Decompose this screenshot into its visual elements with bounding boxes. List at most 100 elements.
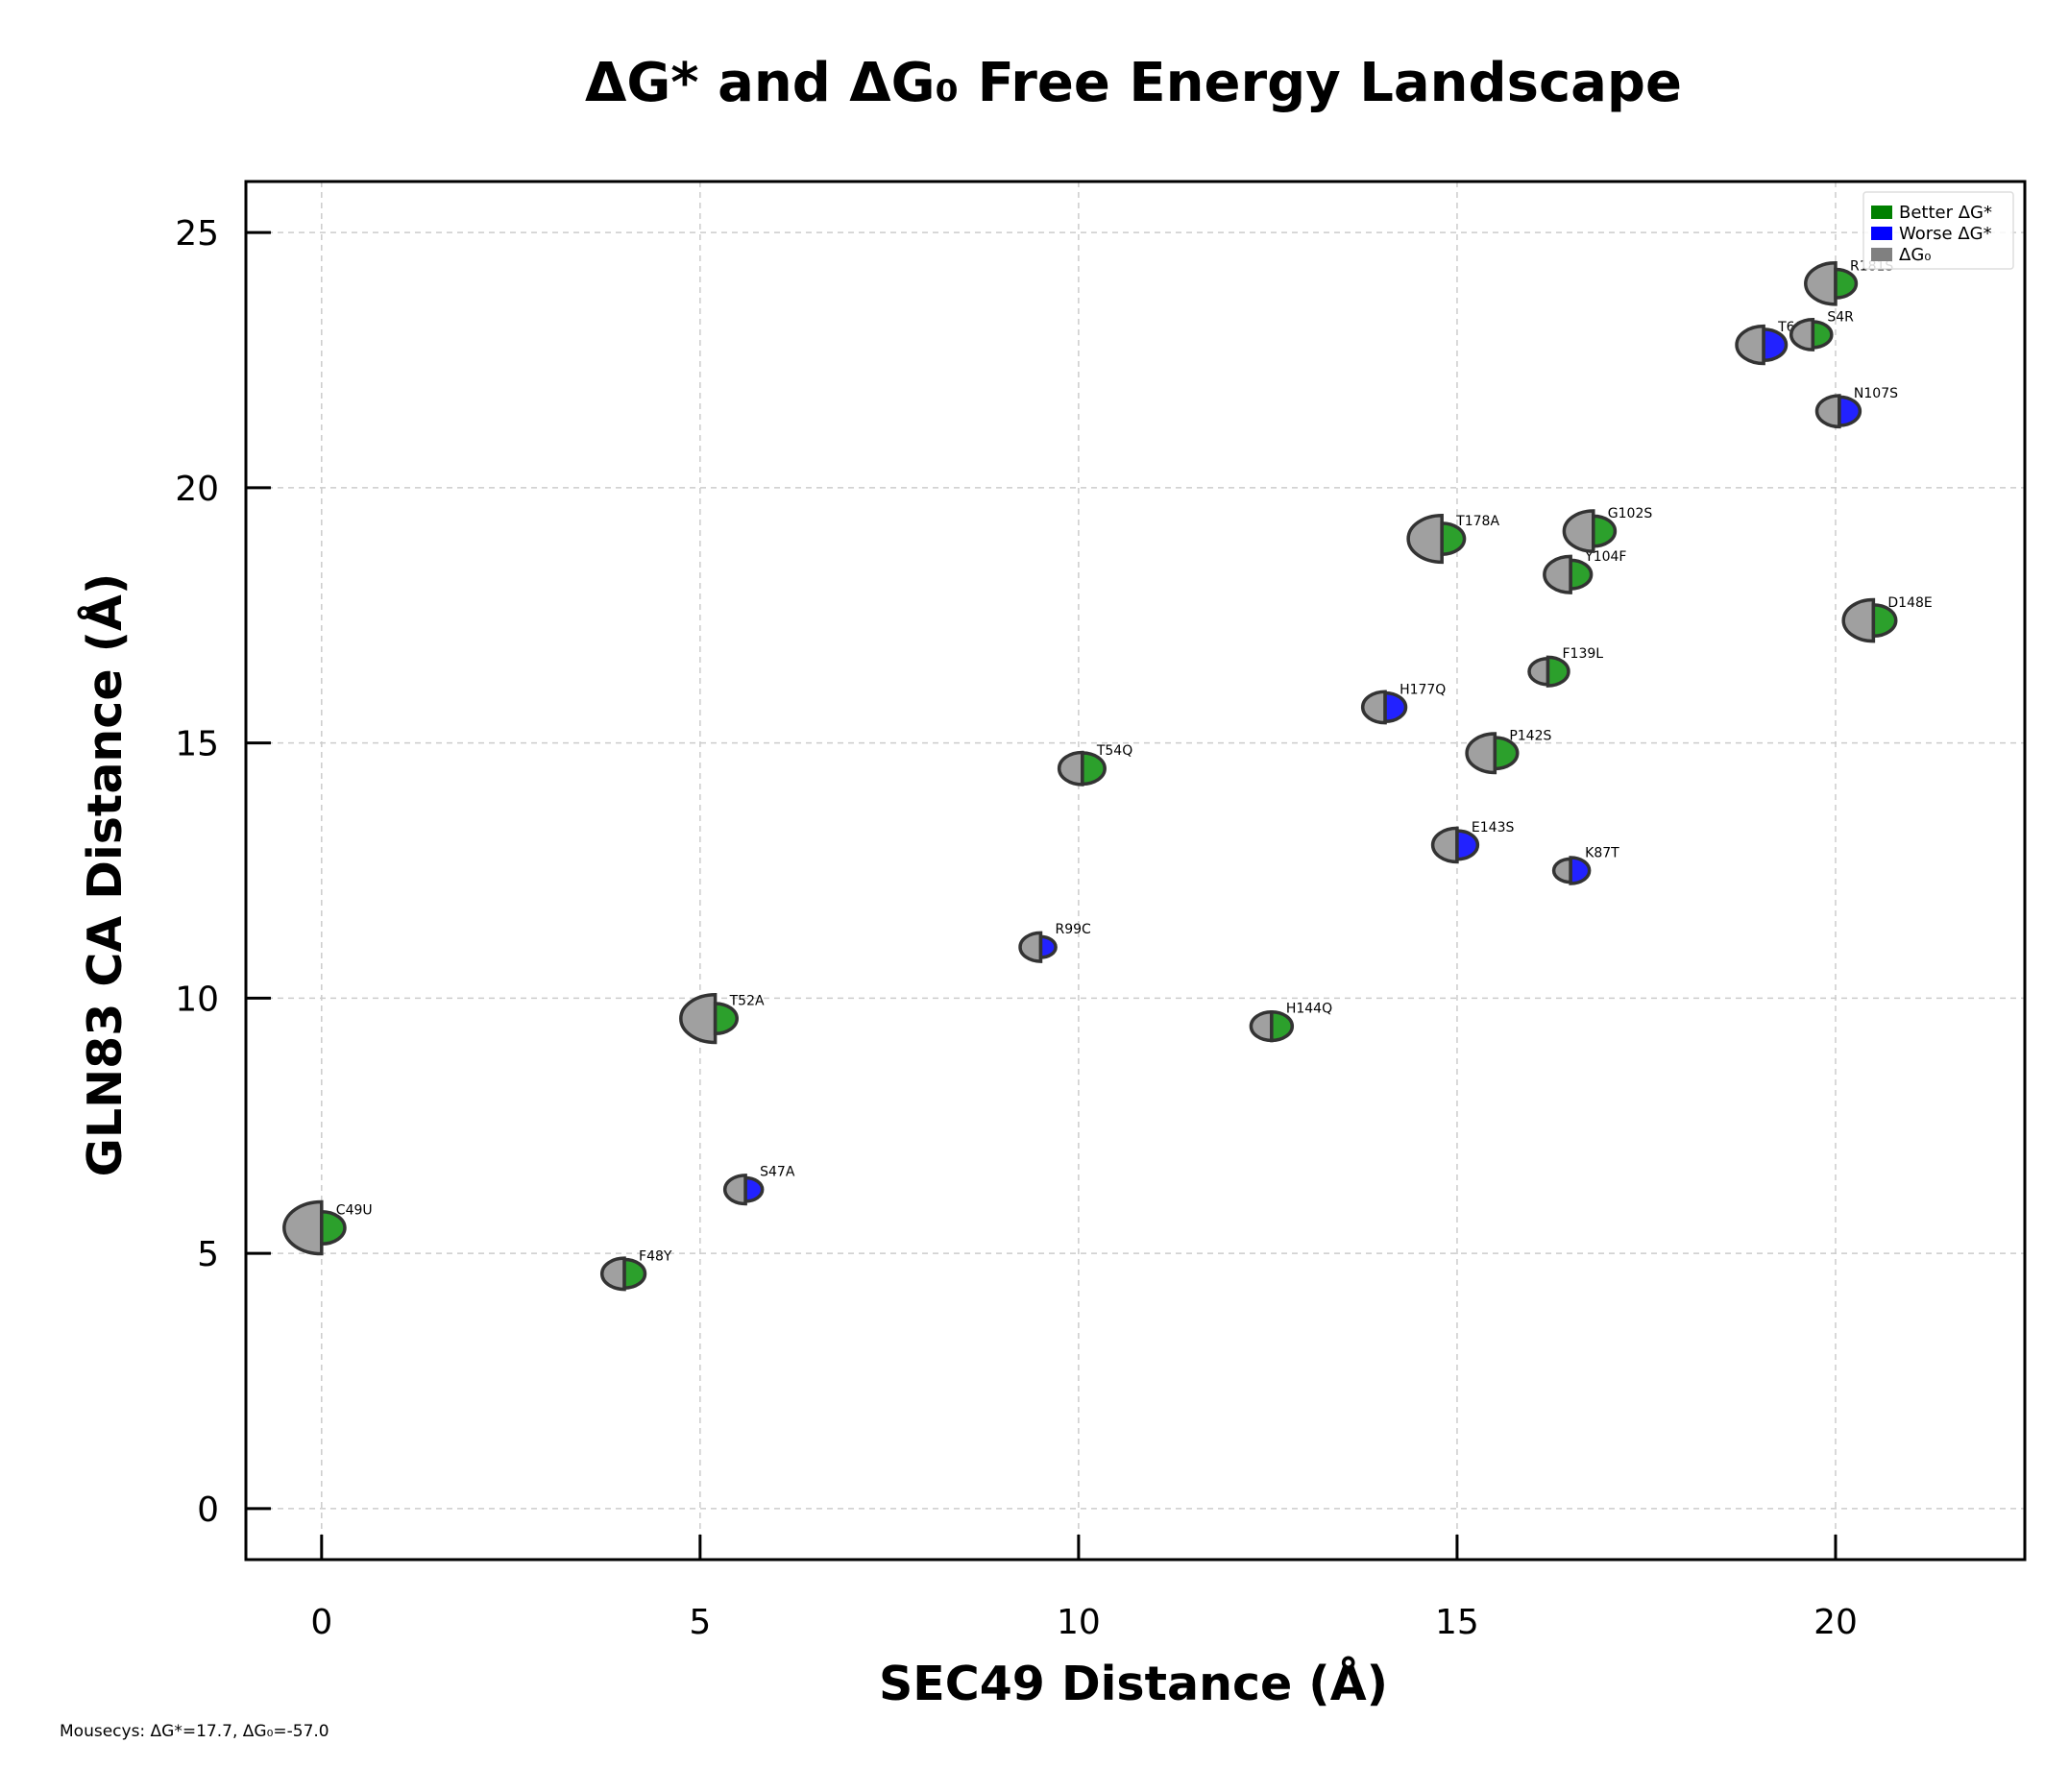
data-point-label: K87T — [1585, 846, 1619, 861]
dg0-half-marker — [679, 993, 718, 1045]
legend-label: Better ΔG* — [1899, 203, 1992, 223]
x-tick-label: 10 — [1057, 1603, 1101, 1642]
dg0-half-marker — [1562, 509, 1595, 553]
data-point-label: C49U — [336, 1203, 373, 1219]
data-point: R99C — [1018, 922, 1091, 963]
dg0-half-marker — [1841, 597, 1876, 643]
data-point-label: S4R — [1827, 309, 1854, 325]
dgstar-half-marker — [1081, 751, 1107, 787]
y-tick-label: 5 — [197, 1235, 219, 1274]
dg0-half-marker — [1551, 857, 1572, 884]
grid — [246, 182, 2025, 1560]
chart-title: ΔG* and ΔG₀ Free Energy Landscape — [585, 52, 1682, 114]
dg0-half-marker — [1360, 690, 1387, 725]
dg0-half-marker — [1249, 1009, 1274, 1043]
data-point: T52A — [679, 993, 765, 1045]
data-point-label: Y104F — [1584, 549, 1626, 565]
y-tick-label: 25 — [175, 214, 219, 254]
dg0-half-marker — [1018, 931, 1043, 963]
dgstar-half-marker — [1871, 603, 1898, 639]
dg0-half-marker — [599, 1256, 626, 1292]
dg0-half-marker — [1804, 260, 1838, 306]
data-point-label: N107S — [1854, 386, 1898, 401]
x-tick-label: 5 — [689, 1603, 711, 1642]
data-point: N107S — [1814, 386, 1898, 429]
dgstar-half-marker — [1834, 267, 1859, 300]
dg0-half-marker — [1057, 750, 1084, 787]
data-point: T54Q — [1057, 743, 1132, 787]
dgstar-half-marker — [1592, 514, 1618, 548]
dg0-half-marker — [1465, 732, 1497, 775]
data-point-label: H177Q — [1400, 682, 1446, 697]
dgstar-half-marker — [1455, 829, 1480, 861]
data-point: F139L — [1527, 646, 1604, 688]
data-points: C49U F48Y S47A T52A R99C T54Q H144Q H177Q T178A E… — [282, 258, 1933, 1292]
dgstar-half-marker — [622, 1257, 647, 1290]
plot-frame — [244, 180, 2027, 1562]
dg0-half-marker — [282, 1199, 324, 1256]
legend-swatch — [1871, 206, 1892, 219]
y-tick-label: 0 — [197, 1490, 219, 1530]
dgstar-half-marker — [1762, 327, 1789, 363]
data-point-label: F48Y — [639, 1248, 672, 1264]
dg0-half-marker — [1430, 826, 1459, 864]
y-tick-label: 15 — [175, 725, 219, 764]
data-point: K87T — [1551, 846, 1619, 885]
dg0-half-marker — [1814, 394, 1841, 429]
x-tick-label: 20 — [1813, 1603, 1858, 1642]
dgstar-half-marker — [713, 1002, 739, 1036]
dgstar-half-marker — [1569, 856, 1592, 885]
data-point-label: D148E — [1887, 595, 1932, 611]
footnote: Mousecys: ΔG*=17.7, ΔG₀=-57.0 — [60, 1722, 329, 1741]
x-axis-label: SEC49 Distance (Å) — [879, 1655, 1388, 1711]
data-point-label: S47A — [760, 1165, 795, 1180]
data-point-label: F139L — [1563, 646, 1604, 662]
x-tick-label: 0 — [310, 1603, 332, 1642]
dgstar-half-marker — [1811, 320, 1834, 350]
data-point: P142S — [1465, 728, 1552, 775]
data-point: T178A — [1406, 513, 1499, 565]
dg0-half-marker — [1406, 513, 1444, 565]
dgstar-half-marker — [1383, 690, 1408, 724]
dgstar-half-marker — [1838, 395, 1862, 427]
legend-swatch — [1871, 227, 1892, 240]
y-tick-label: 10 — [175, 980, 219, 1019]
data-point: H177Q — [1360, 682, 1446, 725]
data-point-label: G102S — [1608, 506, 1653, 521]
data-point: C49U — [282, 1199, 373, 1256]
data-point: Y104F — [1543, 549, 1626, 594]
legend-label: Worse ΔG* — [1899, 224, 1992, 244]
dg0-half-marker — [722, 1174, 747, 1206]
dgstar-half-marker — [743, 1175, 765, 1203]
legend-label: ΔG₀ — [1899, 245, 1931, 265]
dgstar-half-marker — [1440, 521, 1467, 556]
dg0-half-marker — [1527, 656, 1550, 687]
data-point: S47A — [722, 1165, 795, 1206]
dg0-half-marker — [1543, 554, 1572, 594]
dgstar-half-marker — [1493, 736, 1520, 771]
data-point-label: T54Q — [1096, 743, 1132, 759]
dgstar-half-marker — [1038, 934, 1058, 959]
y-axis-label: GLN83 CA Distance (Å) — [76, 573, 133, 1177]
data-point: H144Q — [1249, 1002, 1332, 1043]
dgstar-half-marker — [1569, 558, 1594, 591]
dg0-half-marker — [1735, 324, 1765, 366]
data-point-label: H144Q — [1286, 1002, 1332, 1017]
data-point-label: T178A — [1455, 514, 1499, 529]
legend-swatch — [1871, 248, 1892, 261]
data-point: S4R — [1789, 309, 1854, 351]
data-point-label: T52A — [729, 994, 765, 1009]
data-point: E143S — [1430, 820, 1515, 864]
data-point: F48Y — [599, 1248, 672, 1292]
axis-ticks: 0 5 10 15 20 0 5 10 15 20 25 — [175, 214, 1858, 1642]
data-point-label: P142S — [1509, 728, 1551, 743]
data-point: D148E — [1841, 595, 1933, 643]
y-tick-label: 20 — [175, 470, 219, 509]
x-tick-label: 15 — [1435, 1603, 1479, 1642]
dg0-half-marker — [1789, 318, 1815, 351]
legend-box — [1862, 191, 2014, 270]
data-point: G102S — [1562, 506, 1653, 553]
legend: Better ΔG*Worse ΔG*ΔG₀ — [1862, 191, 2014, 270]
dgstar-half-marker — [320, 1210, 347, 1247]
